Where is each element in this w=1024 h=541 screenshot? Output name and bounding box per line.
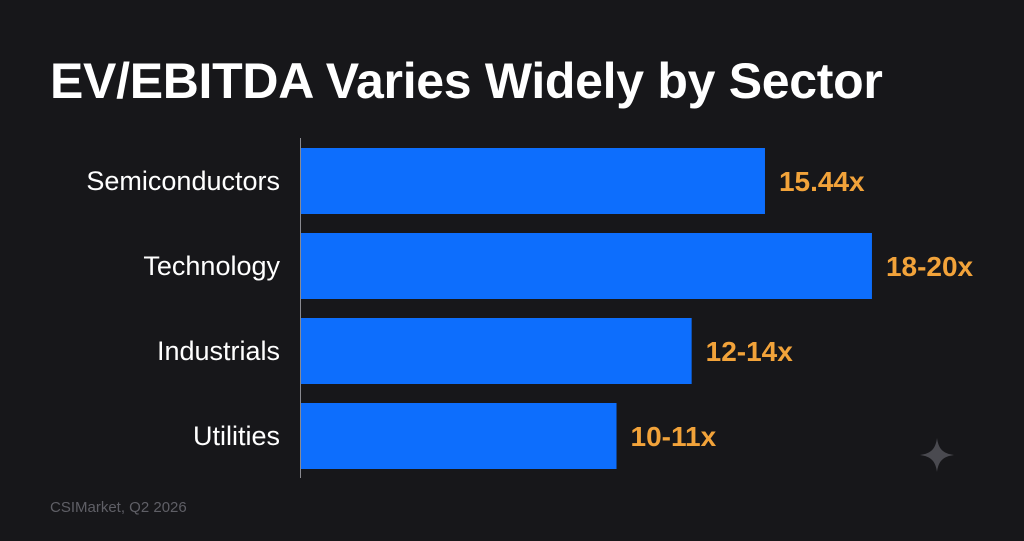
- chart-title: EV/EBITDA Varies Widely by Sector: [50, 53, 883, 109]
- category-label: Technology: [143, 251, 280, 281]
- source-note: CSIMarket, Q2 2026: [50, 499, 187, 516]
- bar: [301, 403, 617, 469]
- category-label: Semiconductors: [86, 166, 280, 196]
- sparkle-icon: [920, 438, 954, 472]
- value-label: 15.44x: [779, 166, 865, 197]
- category-label: Utilities: [193, 421, 280, 451]
- category-label: Industrials: [157, 336, 280, 366]
- value-label: 10-11x: [631, 421, 717, 452]
- bar: [301, 148, 765, 214]
- value-label: 18-20x: [886, 251, 974, 282]
- bar: [301, 233, 872, 299]
- value-label: 12-14x: [706, 336, 794, 367]
- bar: [301, 318, 692, 384]
